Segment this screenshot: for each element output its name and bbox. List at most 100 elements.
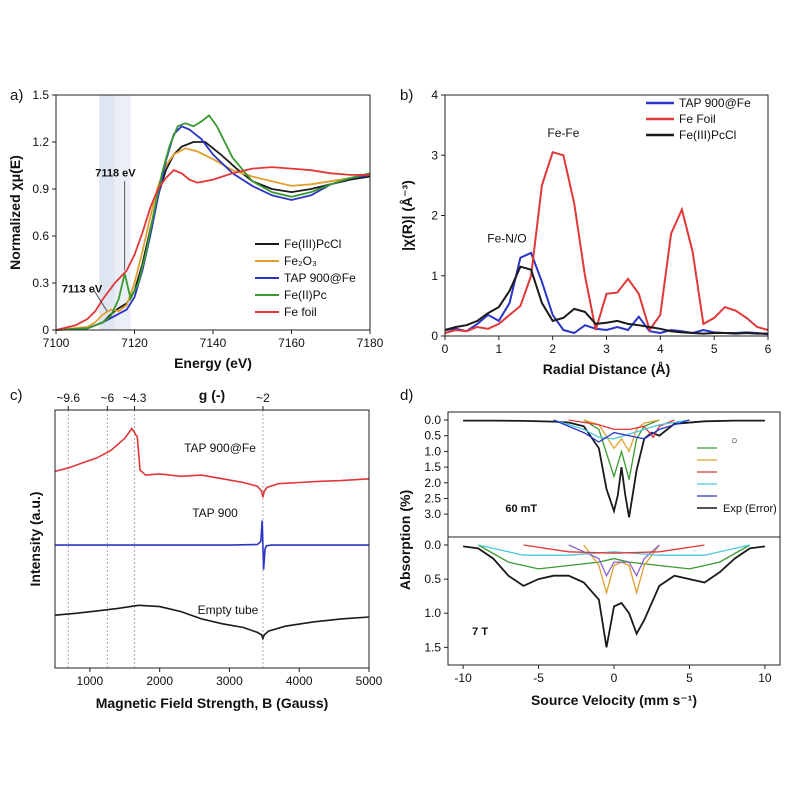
x-tick-label: 5 xyxy=(711,342,718,356)
series-line-tap-900-fe xyxy=(54,426,370,498)
y-tick-label: 0.3 xyxy=(32,276,49,290)
x-tick-label: 4 xyxy=(657,342,664,356)
panel-label: c) xyxy=(10,387,23,404)
y-tick-label: 4 xyxy=(431,88,438,102)
x-tick-label: 0 xyxy=(442,342,449,356)
y-tick-label: 0.0 xyxy=(424,413,441,427)
series-line-tap-900 xyxy=(55,520,369,570)
x-tick-label: 5 xyxy=(686,671,693,685)
legend-label-exp-error: Exp (Error) xyxy=(723,503,777,515)
g-mark-label: ~9.6 xyxy=(56,391,80,405)
y-tick-label: 2.0 xyxy=(424,476,441,490)
x-tick-label: 7140 xyxy=(200,336,227,350)
y-tick-label: 0.9 xyxy=(32,182,49,196)
series-line-7-t-component-4 xyxy=(478,544,750,556)
series-line-7-t-component-5 xyxy=(523,544,705,554)
y-tick-label: 1 xyxy=(431,269,438,283)
subpanel-label-7-t: 7 T xyxy=(472,626,488,638)
y-tick-label: 0.5 xyxy=(424,572,441,586)
series-line-tap-900-fe xyxy=(55,125,371,331)
x-tick-label: 7160 xyxy=(278,336,305,350)
plot-frame xyxy=(54,409,370,669)
annotation-arrow xyxy=(92,289,108,312)
series-line-fe-iii-pccl xyxy=(55,141,371,331)
panel-b-exafs: 0 1 2 3 4 5 6 0 1 2 3 4 Radial Distance (Å) |χ(R)| (Å… xyxy=(399,87,772,377)
series-line-fe-iii-pccl xyxy=(444,265,768,335)
y-tick-label: 0.5 xyxy=(424,429,441,443)
x-axis-label: Energy (eV) xyxy=(174,355,252,371)
top-axis-label: g (-) xyxy=(199,387,225,403)
y-tick-label: 1.5 xyxy=(424,460,441,474)
trace-label-tap-900: TAP 900 xyxy=(192,506,238,520)
panel-a-xanes: 7100 7120 7140 7160 7180 0 0.3 0.6 0.9 1.2 1.5 Ener… xyxy=(7,87,384,371)
g-mark-label: ~4.3 xyxy=(123,391,147,405)
y-tick-label: 1.2 xyxy=(32,135,49,149)
legend-label-fe-o: Fe₂O₃ xyxy=(284,254,317,268)
subpanel-label-60-mt: 60 mT xyxy=(505,503,537,515)
x-tick-label: 1000 xyxy=(77,674,104,688)
legend-label-fe-foil: Fe foil xyxy=(284,305,317,319)
annotation-7113: 7113 eV xyxy=(62,283,103,295)
panel-label: b) xyxy=(400,87,413,104)
y-tick-label: 2 xyxy=(431,209,438,223)
y-tick-label: 1.5 xyxy=(32,88,49,102)
trace-label-empty-tube: Empty tube xyxy=(198,603,259,617)
x-axis-label: Magnetic Field Strength, B (Gauss) xyxy=(96,695,329,711)
annotation-7118: 7118 eV xyxy=(95,167,136,179)
y-tick-label: 0 xyxy=(42,323,49,337)
y-axis-label: Normalized χμ(E) xyxy=(7,155,23,270)
series-line-fe-foil xyxy=(444,150,769,334)
legend-label-tap-900-fe: TAP 900@Fe xyxy=(284,271,356,285)
legend-label-fe-foil: Fe Foil xyxy=(679,112,716,126)
series-line-7-t-exp xyxy=(462,545,766,648)
x-tick-label: 5000 xyxy=(356,674,383,688)
x-tick-label: -5 xyxy=(533,671,544,685)
annotation-fe-n-o: Fe-N/O xyxy=(487,232,526,246)
y-axis-label: Absorption (%) xyxy=(397,490,413,590)
y-tick-label: 0.0 xyxy=(424,538,441,552)
x-tick-label: 2000 xyxy=(146,674,173,688)
y-tick-label: 3 xyxy=(431,148,438,162)
panel-d-mossbauer: 0.00.51.01.52.02.53.0 60 mT Exp (Error)○0.… xyxy=(397,387,781,708)
x-tick-label: 4000 xyxy=(286,674,313,688)
series-line-empty-tube xyxy=(54,604,370,641)
y-tick-label: 2.5 xyxy=(424,491,441,505)
panel-c-epr: ~9.6 ~6 ~4.3 ~2 1000 2000 3000 4000 5000 Magnetic… xyxy=(10,387,383,711)
series-line-60-mt-component-4 xyxy=(553,419,690,440)
legend-label-fe-iii-pccl: Fe(III)PcCl xyxy=(679,128,736,142)
legend-label-tap-900-fe: TAP 900@Fe xyxy=(679,96,751,110)
series-line-60-mt-component-2 xyxy=(583,419,660,453)
y-tick-label: 0.6 xyxy=(32,229,49,243)
x-tick-label: 0 xyxy=(611,671,618,685)
x-axis-label: Radial Distance (Å) xyxy=(543,361,671,377)
panel-label: d) xyxy=(400,387,413,404)
y-tick-label: 1.0 xyxy=(424,444,441,458)
x-tick-label: 2 xyxy=(549,342,556,356)
legend-symbol: ○ xyxy=(731,435,738,447)
y-axis-label: Intensity (a.u.) xyxy=(27,492,43,587)
x-tick-label: 1 xyxy=(495,342,502,356)
x-tick-label: 3 xyxy=(603,342,610,356)
x-tick-label: -10 xyxy=(454,671,472,685)
series-line-60-mt-component-3 xyxy=(568,419,675,439)
shaded-region xyxy=(99,95,115,330)
x-tick-label: 3000 xyxy=(216,674,243,688)
g-mark-label: ~2 xyxy=(256,391,270,405)
series-line-60-mt-component-5 xyxy=(553,419,690,443)
legend-label-fe-ii-pc: Fe(II)Pc xyxy=(284,288,327,302)
legend-label-fe-iii-pccl: Fe(III)PcCl xyxy=(284,237,341,251)
x-tick-label: 10 xyxy=(758,671,772,685)
y-tick-label: 0 xyxy=(431,329,438,343)
series-line-fe-ii-pc xyxy=(55,114,371,331)
annotation-fe-fe: Fe-Fe xyxy=(547,126,579,140)
x-tick-label: 7100 xyxy=(43,336,70,350)
series-line-fe-foil xyxy=(55,166,370,331)
trace-label-tap-900-fe: TAP 900@Fe xyxy=(184,441,256,455)
series-line-7-t-component-1 xyxy=(477,544,751,570)
y-axis-label: |χ(R)| (Å⁻³) xyxy=(399,180,415,251)
x-tick-label: 7180 xyxy=(357,336,384,350)
x-axis-label: Source Velocity (mm s⁻¹) xyxy=(531,692,697,708)
series-line-7-t-component-3 xyxy=(568,544,660,578)
x-tick-label: 6 xyxy=(765,342,772,356)
